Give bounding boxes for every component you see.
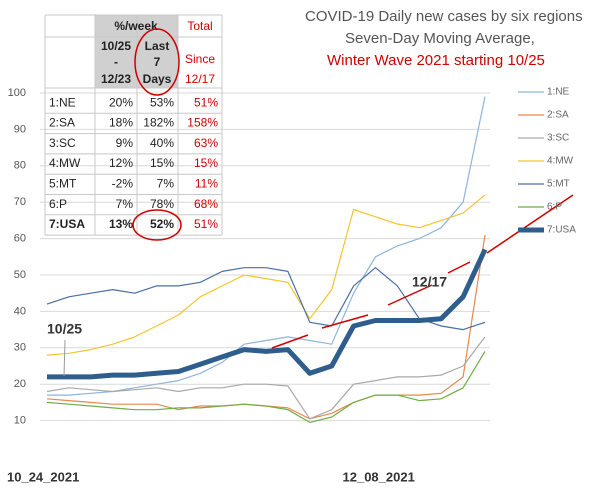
- table-header: %/week: [114, 19, 158, 33]
- table-cell: 7%: [116, 197, 134, 211]
- table-header: Days: [143, 72, 172, 86]
- x-tick-label: 10_24_2021: [7, 469, 79, 484]
- table-cell: 9%: [116, 136, 134, 150]
- summary-table: %/week Total 10/25 Last - 7 12/23 Days Since 12/1…: [44, 14, 223, 236]
- table-cell: 3:SC: [49, 136, 76, 150]
- legend-label: 6:P: [547, 202, 562, 213]
- table-header: Total: [187, 19, 212, 33]
- table-cell: 53%: [150, 95, 174, 109]
- y-tick-label: 70: [14, 196, 26, 208]
- y-tick-label: 60: [14, 233, 26, 245]
- y-tick-label: 50: [14, 269, 26, 281]
- series-line: [46, 351, 486, 423]
- table-cell: 7:USA: [49, 217, 85, 231]
- table-header: Last: [145, 39, 170, 53]
- legend-label: 5:MT: [547, 179, 570, 190]
- annotation: 12/17: [412, 274, 447, 290]
- series-line: [47, 248, 488, 380]
- table-cell: 182%: [143, 116, 174, 130]
- table-header: 12/17: [185, 72, 215, 86]
- y-tick-label: 10: [14, 415, 26, 427]
- table-header: 10/25: [101, 39, 131, 53]
- series-lines: [46, 96, 488, 423]
- table-header: 12/23: [101, 72, 131, 86]
- highlight-ellipse: [134, 28, 180, 96]
- y-tick-label: 100: [8, 87, 26, 99]
- table-cell: 68%: [194, 197, 218, 211]
- table-cell: 6:P: [49, 197, 67, 211]
- y-tick-label: 30: [14, 342, 26, 354]
- table-cell: 51%: [194, 95, 218, 109]
- grid: 10 20 30 40 50 60 70 80 90 100: [8, 87, 490, 427]
- table-cell: 13%: [109, 217, 133, 231]
- trend-line: [321, 314, 369, 329]
- table-cell: 4:MW: [49, 156, 81, 170]
- table-cell: 78%: [150, 197, 174, 211]
- table-header: 7: [154, 55, 161, 69]
- y-tick-label: 90: [14, 123, 26, 135]
- legend-label: 7:USA: [547, 225, 576, 236]
- annotation-pointer: [63, 339, 66, 377]
- table-cell: 1:NE: [49, 95, 76, 109]
- table-cell: 52%: [150, 217, 174, 231]
- highlight-ellipse: [132, 209, 182, 241]
- table-cell: 2:SA: [49, 116, 75, 130]
- legend-label: 2:SA: [547, 110, 569, 121]
- y-tick-label: 40: [14, 305, 26, 317]
- trend-line: [447, 261, 471, 274]
- legend-label: 4:MW: [547, 156, 574, 167]
- table-header: -: [114, 55, 118, 69]
- y-tick-label: 20: [14, 378, 26, 390]
- title-line: COVID-19 Daily new cases by six regions: [305, 8, 583, 25]
- table-cell: 11%: [195, 177, 218, 191]
- table-cell: 15%: [194, 156, 218, 170]
- table-cell: 18%: [109, 116, 133, 130]
- table-cell: 40%: [150, 136, 174, 150]
- table-cell: 51%: [194, 217, 218, 231]
- legend-label: 1:NE: [547, 87, 570, 98]
- series-line: [46, 267, 486, 331]
- table-cell: 12%: [109, 156, 133, 170]
- table-cell: 7%: [157, 177, 175, 191]
- table-cell: 15%: [150, 156, 174, 170]
- series-line: [46, 336, 486, 420]
- trend-lines: [271, 194, 574, 349]
- table-cell: 63%: [194, 136, 218, 150]
- trend-line: [486, 194, 574, 254]
- trend-line: [387, 284, 433, 306]
- series-line: [46, 194, 486, 356]
- trend-line: [271, 334, 309, 349]
- title-line: Winter Wave 2021 starting 10/25: [327, 52, 545, 69]
- x-tick-label: 12_08_2021: [343, 469, 415, 484]
- table-cell: -2%: [112, 177, 134, 191]
- series-line: [47, 96, 486, 396]
- table-cell: 20%: [109, 95, 133, 109]
- table-header: Since: [185, 52, 215, 66]
- table-cell: 158%: [187, 116, 218, 130]
- title-line: Seven-Day Moving Average,: [345, 30, 535, 47]
- legend-label: 3:SC: [547, 133, 569, 144]
- y-tick-label: 80: [14, 160, 26, 172]
- table-cell: 5:MT: [49, 177, 77, 191]
- annotation: 10/25: [47, 321, 82, 337]
